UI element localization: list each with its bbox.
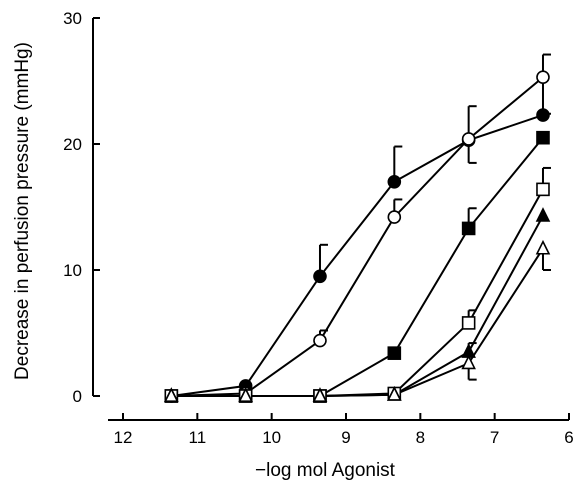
data-point-open-circle bbox=[313, 333, 327, 348]
series-line-filled-circle bbox=[171, 114, 544, 397]
series-line-filled-square bbox=[171, 137, 544, 397]
data-point-filled-square bbox=[461, 221, 476, 236]
y-axis-title: Decrease in perfusion pressure (mmHg) bbox=[12, 42, 33, 380]
data-point-filled-square bbox=[536, 130, 550, 145]
data-point-open-triangle bbox=[164, 387, 179, 402]
series-line-open-triangle bbox=[171, 248, 544, 397]
x-tick-label: 6 bbox=[564, 428, 573, 447]
markers-open-triangle bbox=[164, 239, 551, 402]
data-point-filled-circle bbox=[536, 108, 550, 122]
y-tick-label: 20 bbox=[63, 135, 82, 154]
y-tick-label: 30 bbox=[63, 9, 82, 28]
markers-filled-circle bbox=[164, 108, 550, 403]
data-point-open-triangle bbox=[461, 354, 476, 370]
x-tick-label: 11 bbox=[189, 428, 207, 447]
series-line-open-square bbox=[171, 188, 544, 397]
x-tick-label: 8 bbox=[416, 428, 425, 447]
data-point-filled-circle bbox=[387, 175, 402, 189]
data-point-filled-circle bbox=[313, 269, 327, 284]
series-line-filled-triangle bbox=[171, 215, 544, 397]
x-tick-label: 7 bbox=[490, 428, 499, 447]
data-point-open-circle bbox=[461, 132, 476, 146]
x-tick-label: 12 bbox=[114, 428, 133, 447]
data-point-filled-triangle bbox=[535, 207, 551, 222]
data-point-open-circle bbox=[387, 210, 402, 224]
series-filled-square bbox=[171, 137, 544, 397]
series-filled-triangle bbox=[171, 215, 544, 397]
x-tick-label: 10 bbox=[262, 428, 281, 447]
data-point-filled-square bbox=[387, 346, 402, 360]
y-tick-label: 0 bbox=[73, 387, 82, 406]
series-group bbox=[164, 53, 551, 403]
data-point-open-triangle bbox=[535, 239, 551, 255]
x-axis-title: −log mol Agonist bbox=[255, 460, 396, 481]
data-point-open-triangle bbox=[387, 386, 402, 401]
data-point-open-triangle bbox=[238, 387, 253, 402]
series-filled-circle bbox=[171, 105, 544, 397]
x-tick-label: 9 bbox=[341, 428, 350, 447]
series-line-open-circle bbox=[171, 76, 544, 397]
y-ticks: 0 10 20 30 bbox=[63, 9, 100, 406]
data-point-open-circle bbox=[536, 70, 550, 85]
markers-filled-square bbox=[164, 130, 550, 403]
series-open-square bbox=[171, 166, 551, 397]
markers-open-square bbox=[164, 182, 550, 403]
markers-filled-triangle bbox=[164, 207, 551, 402]
axes: 0 10 20 30 12 11 10 9 8 7 6 bbox=[63, 9, 574, 447]
data-point-open-square bbox=[461, 316, 476, 330]
data-point-open-square bbox=[536, 182, 550, 197]
data-point-open-triangle bbox=[312, 387, 328, 402]
y-tick-label: 10 bbox=[63, 261, 82, 280]
x-ticks: 12 11 10 9 8 7 6 bbox=[114, 413, 574, 447]
